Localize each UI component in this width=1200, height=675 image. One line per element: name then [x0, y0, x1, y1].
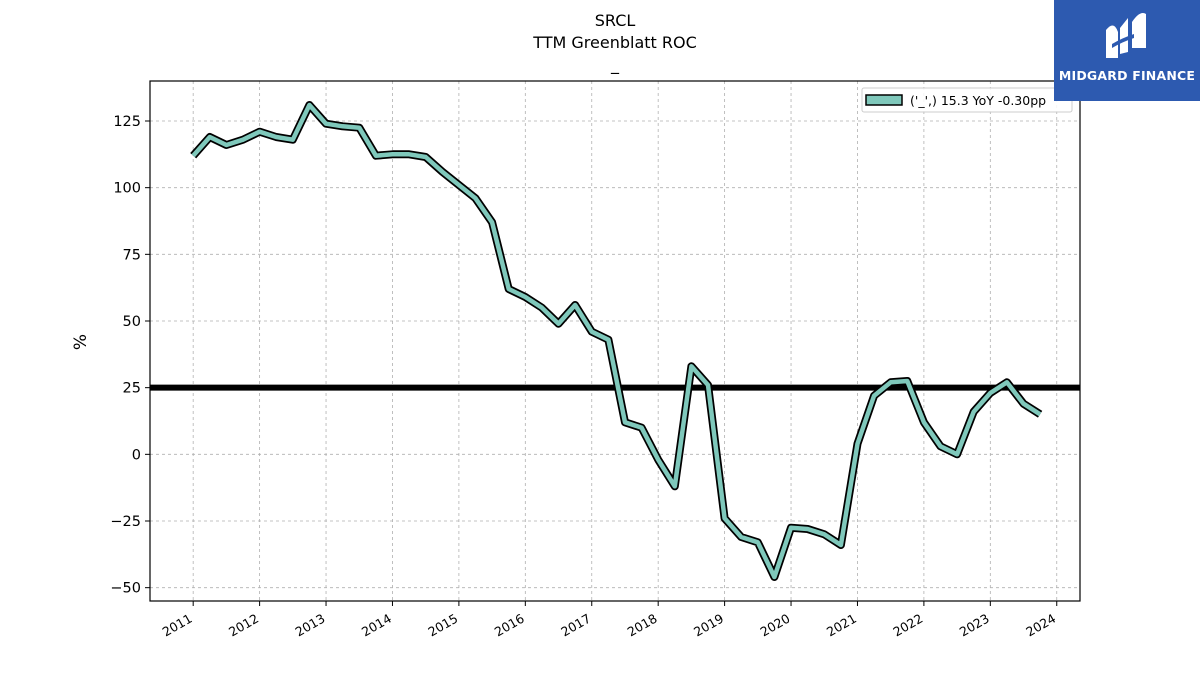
- x-tick-label: 2017: [558, 611, 593, 640]
- y-tick-label: −25: [110, 514, 141, 530]
- x-axis: 2011 2012 2013 2014 2015 2016 2017 2018 2019 2020…: [160, 601, 1058, 640]
- chart-subtitle: TTM Greenblatt ROC: [533, 33, 697, 52]
- x-tick-label: 2024: [1023, 611, 1058, 640]
- y-tick-label: 75: [123, 247, 141, 263]
- series-line: [191, 102, 1042, 580]
- y-tick-label: 0: [132, 447, 141, 463]
- y-axis-label: %: [71, 334, 91, 350]
- chart-title: SRCL: [594, 11, 636, 30]
- plot-area-frame: [149, 80, 1081, 602]
- y-tick-label: 125: [113, 114, 141, 130]
- x-tick-label: 2018: [625, 611, 660, 640]
- legend-label: ('_',) 15.3 YoY -0.30pp: [910, 93, 1046, 108]
- x-tick-label: 2013: [292, 611, 327, 640]
- x-tick-label: 2023: [957, 611, 992, 640]
- y-tick-label: −50: [110, 581, 141, 597]
- x-tick-label: 2022: [890, 611, 925, 640]
- y-axis: −50 −25 0 25 50 75 100 125: [110, 114, 150, 597]
- midgard-finance-logo: MIDGARD FINANCE: [1054, 0, 1200, 101]
- x-tick-label: 2019: [691, 611, 726, 640]
- series-line-outline: [190, 101, 1043, 581]
- x-tick-label: 2016: [492, 611, 527, 640]
- grid: [150, 81, 1080, 601]
- legend-swatch: [865, 94, 903, 106]
- x-tick-label: 2012: [226, 611, 261, 640]
- y-tick-label: 25: [123, 381, 141, 397]
- logo-text: MIDGARD FINANCE: [1058, 68, 1196, 83]
- x-tick-label: 2014: [359, 611, 394, 640]
- x-tick-label: 2015: [425, 611, 460, 640]
- y-tick-label: 100: [113, 181, 141, 197]
- legend: ('_',) 15.3 YoY -0.30pp: [861, 87, 1073, 113]
- logo-mark-icon: [1106, 13, 1146, 59]
- x-tick-label: 2021: [824, 611, 859, 640]
- x-tick-label: 2020: [757, 611, 792, 640]
- x-tick-label: 2011: [160, 611, 195, 640]
- y-tick-label: 50: [123, 314, 141, 330]
- series-layer: [190, 101, 1043, 581]
- chart-note: _: [611, 55, 619, 74]
